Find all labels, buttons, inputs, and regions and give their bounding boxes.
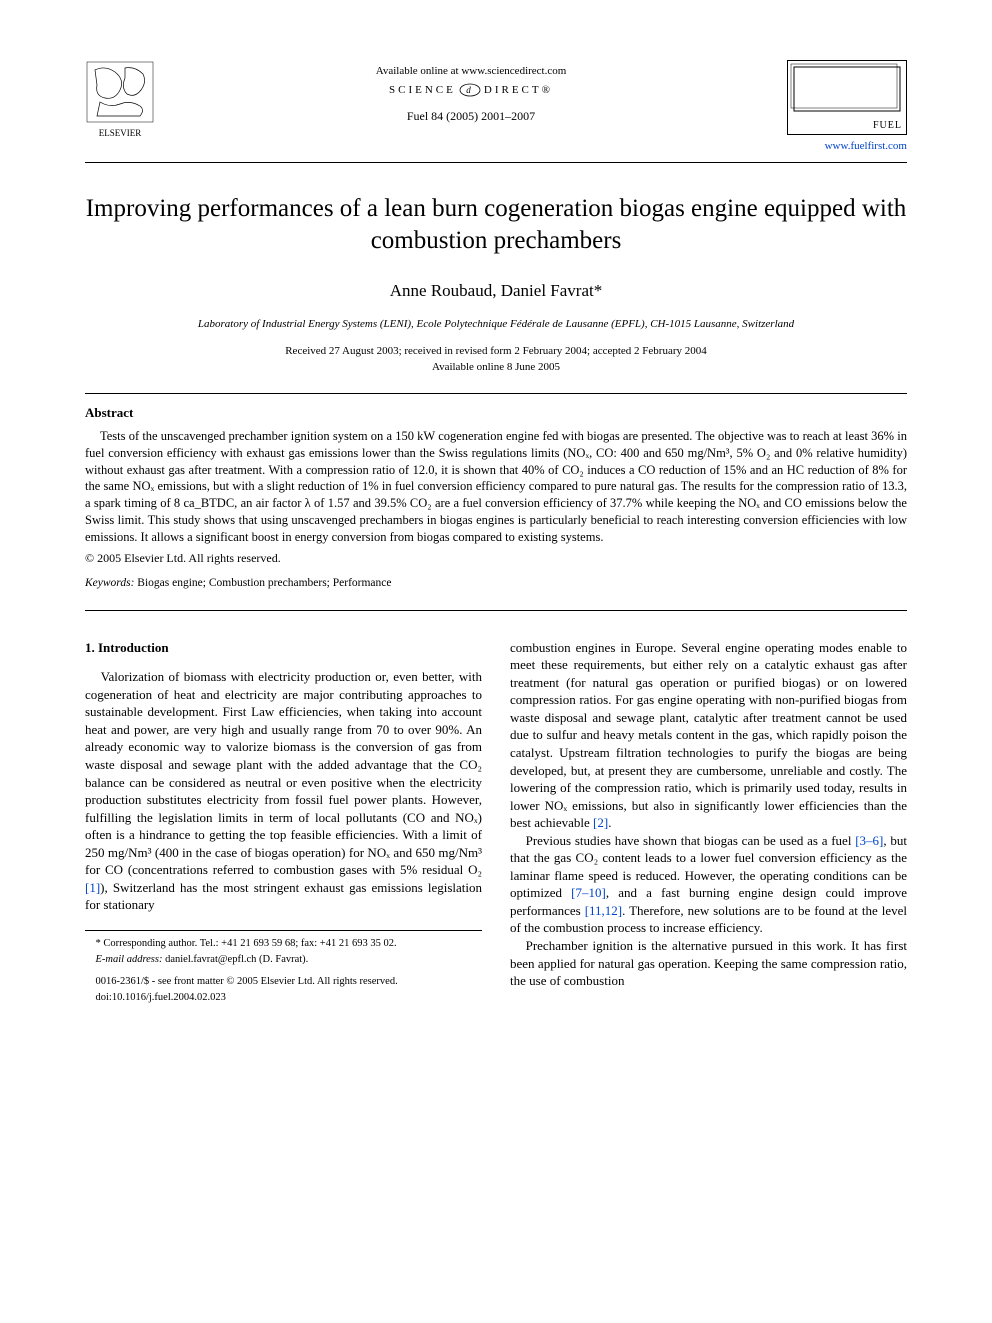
doi-line: doi:10.1016/j.fuel.2004.02.023: [85, 991, 482, 1005]
available-online-line: Available online at www.sciencedirect.co…: [155, 64, 787, 79]
fuel-url: www.fuelfirst.com: [787, 139, 907, 154]
ref-link-1[interactable]: [1]: [85, 880, 100, 895]
journal-reference: Fuel 84 (2005) 2001–2007: [155, 108, 787, 124]
intro-paragraph-2: Previous studies have shown that biogas …: [510, 832, 907, 937]
article-title: Improving performances of a lean burn co…: [85, 193, 907, 258]
page-header: ELSEVIER Available online at www.science…: [85, 60, 907, 154]
copyright-line: © 2005 Elsevier Ltd. All rights reserved…: [85, 550, 907, 566]
online-date: Available online 8 June 2005: [85, 360, 907, 375]
keywords-line: Keywords: Biogas engine; Combustion prec…: [85, 576, 907, 592]
abstract-bottom-rule: [85, 610, 907, 611]
keywords-text: Biogas engine; Combustion prechambers; P…: [134, 577, 391, 589]
abstract-top-rule: [85, 393, 907, 394]
header-center: Available online at www.sciencedirect.co…: [155, 60, 787, 124]
body-columns: 1. Introduction Valorization of biomass …: [85, 639, 907, 1008]
at-icon: d: [458, 83, 482, 97]
elsevier-logo: ELSEVIER: [85, 60, 155, 145]
footnotes: * Corresponding author. Tel.: +41 21 693…: [85, 930, 482, 1006]
email-line: E-mail address: daniel.favrat@epfl.ch (D…: [85, 953, 482, 967]
journal-logo-block: FUEL www.fuelfirst.com: [787, 60, 907, 154]
issn-line: 0016-2361/$ - see front matter © 2005 El…: [85, 975, 482, 989]
corresponding-author: * Corresponding author. Tel.: +41 21 693…: [85, 937, 482, 951]
ref-link-7-10[interactable]: [7–10]: [571, 885, 606, 900]
authors: Anne Roubaud, Daniel Favrat*: [85, 280, 907, 303]
keywords-label: Keywords:: [85, 577, 134, 589]
abstract-heading: Abstract: [85, 404, 907, 422]
ref-link-2[interactable]: [2]: [593, 815, 608, 830]
ref-link-11-12[interactable]: [11,12]: [585, 903, 622, 918]
intro-paragraph-1: Valorization of biomass with electricity…: [85, 668, 482, 914]
abstract-text: Tests of the unscavenged prechamber igni…: [85, 428, 907, 546]
header-rule: [85, 162, 907, 163]
ref-link-3-6[interactable]: [3–6]: [855, 833, 883, 848]
sciencedirect-logo: SCIENCE d DIRECT®: [155, 83, 787, 98]
abstract-body: Tests of the unscavenged prechamber igni…: [85, 428, 907, 546]
svg-text:ELSEVIER: ELSEVIER: [99, 128, 142, 138]
column-left: 1. Introduction Valorization of biomass …: [85, 639, 482, 1008]
fuel-url-link[interactable]: www.fuelfirst.com: [825, 140, 907, 152]
intro-paragraph-3: Prechamber ignition is the alternative p…: [510, 937, 907, 990]
svg-text:d: d: [466, 85, 474, 95]
intro-paragraph-1-cont: combustion engines in Europe. Several en…: [510, 639, 907, 832]
received-dates: Received 27 August 2003; received in rev…: [85, 344, 907, 359]
section-1-heading: 1. Introduction: [85, 639, 482, 657]
affiliation: Laboratory of Industrial Energy Systems …: [85, 317, 907, 332]
column-right: combustion engines in Europe. Several en…: [510, 639, 907, 1008]
fuel-logo: FUEL: [787, 60, 907, 135]
